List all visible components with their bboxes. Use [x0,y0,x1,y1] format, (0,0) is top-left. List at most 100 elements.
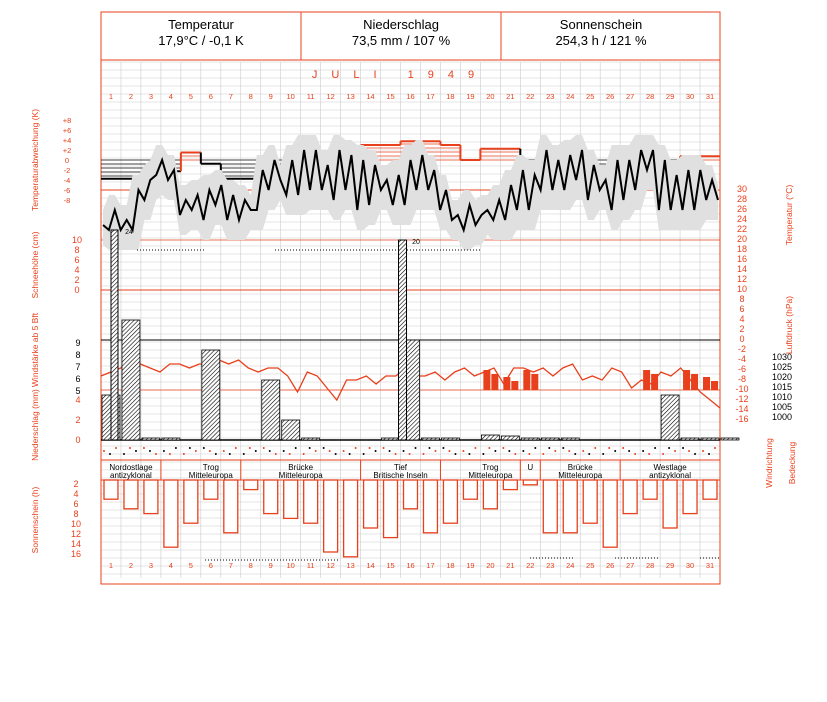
precipitation-bar [441,437,460,441]
sunshine-tick-label: 4 [73,489,78,499]
month-title: JULI 1949 [312,69,488,81]
anomaly-tick-label: 0 [65,156,69,165]
wind-direction-dot [502,447,505,449]
temperature-tick-label: -16 [735,414,748,424]
day-label: 11 [307,561,315,570]
weather-type-label: antizyklonal [649,471,691,480]
wind-direction-dot [388,450,391,452]
sunshine-bar [422,479,439,534]
header-sunshine-value: 254,3 h / 121 % [555,33,647,48]
temperature-tick-label: -14 [735,404,748,414]
sunshine-tick-label: 14 [71,539,81,549]
wind-direction-dot [182,453,185,455]
day-label: 12 [326,92,334,101]
temperature-tick-label: 26 [737,204,747,214]
sunshine-bar [662,479,678,529]
temperature-tick-label: 0 [739,334,744,344]
wind-direction-dot [414,447,417,449]
day-label: 14 [366,561,374,570]
sunshine-bar [502,479,518,491]
temperature-tick-label: 28 [737,194,747,204]
temperature-tick-label: 2 [739,324,744,334]
wind-direction-dot [642,450,645,452]
snow-annotation: 20 [412,239,420,246]
wind-bar [651,374,659,390]
day-label: 4 [169,92,173,101]
temperature-tick-label: 8 [739,294,744,304]
day-label: 5 [189,92,193,101]
temperature-tick-label: 20 [737,234,747,244]
precipitation-bar [141,437,161,441]
day-label: 6 [209,92,213,101]
sunshine-bar [682,479,698,515]
day-label: 11 [307,92,315,101]
snow-tick-label: 0 [74,285,79,295]
wind-bar [511,381,519,390]
day-label: 29 [666,561,674,570]
weather-type-label: U [527,463,533,472]
sunshine-tick-label: 10 [71,519,81,529]
wind-direction-dot [634,453,637,455]
anomaly-tick-label: -4 [64,176,71,185]
wind-direction-dot [608,447,611,449]
day-label: 19 [466,92,474,101]
wind-direction-dot [622,447,625,449]
day-label: 25 [586,92,594,101]
precipitation-bar [720,437,740,441]
precipitation-axis-title: Niederschlag (mm) [30,389,40,461]
pressure-tick-label: 1005 [772,402,792,412]
day-label: 1 [109,92,113,101]
day-label: 9 [269,92,273,101]
snow-depth-bar [110,229,119,441]
weather-type-label: Mitteleuropa [468,471,513,480]
day-label: 17 [426,561,434,570]
temperature-tick-label: -10 [735,384,748,394]
temp-anomaly-bar [479,147,501,161]
header-sunshine-title: Sonnenschein [559,17,643,32]
wind-direction-dot [368,447,371,449]
weather-type-label: Britische Inseln [373,471,427,480]
wind-direction-dot [168,453,171,455]
weather-type-label: Nordostlage [109,463,153,472]
anomaly-tick-label: -6 [64,186,71,195]
sunshine-bar [442,479,459,524]
wind-direction-dot [162,450,165,452]
frame [100,11,721,585]
day-label: 21 [506,561,514,570]
wind-direction-dot [714,447,717,449]
temperature-tick-label: 10 [737,284,747,294]
wind-direction-dot [402,450,405,452]
temperature-tick-label: 6 [739,304,744,314]
sunshine-tick-label: 12 [71,529,81,539]
wind-direction-dot [248,447,251,449]
day-label: 17 [426,92,434,101]
wind-direction-dot [468,453,471,455]
wind-direction-dot [702,450,705,452]
wind-direction-dot [514,453,517,455]
wind-direction-dot [708,453,711,455]
pressure-tick-label: 1015 [772,382,792,392]
wind-direction-dot [242,453,245,455]
wind-direction-dot [109,453,111,455]
sunshine-bar [263,479,279,515]
header-cell-sunshine: Sonnenschein 254,3 h / 121 % [501,12,701,60]
wind-direction-dot [228,453,231,455]
sunshine-tick-label: 8 [73,509,78,519]
sunshine-bar [283,479,299,520]
day-label: 25 [586,561,594,570]
snow-tick-label: 4 [74,265,79,275]
wind-direction-dot [148,450,151,452]
sunshine-axis-title: Sonnenschein (h) [30,487,40,554]
wind-direction-dot [662,453,665,455]
wind-bar [691,374,699,390]
sunshine-bar [163,479,179,548]
wind-direction-dot [582,450,585,452]
sunshine-bar [642,479,658,500]
temp-anomaly-bar [459,145,481,161]
day-label: 27 [626,561,634,570]
pressure-tick-label: 1025 [772,362,792,372]
header-temperature-value: 17,9°C / -0,1 K [158,33,244,48]
pressure-tick-label: 1000 [772,412,792,422]
wind-direction-dot [214,453,217,455]
